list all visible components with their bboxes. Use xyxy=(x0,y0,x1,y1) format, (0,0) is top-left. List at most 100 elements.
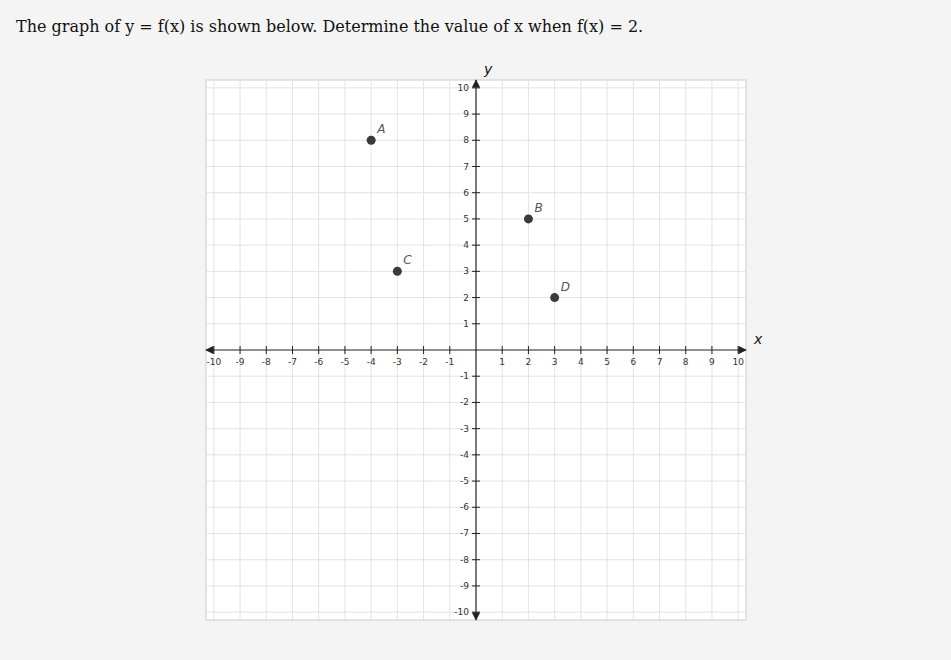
x-tick xyxy=(371,346,372,354)
grid-line xyxy=(292,80,293,620)
grid-line xyxy=(206,612,746,613)
point xyxy=(393,267,402,276)
grid-line xyxy=(711,80,712,620)
grid-line xyxy=(502,80,503,620)
grid-line xyxy=(206,376,746,377)
x-tick xyxy=(580,346,581,354)
grid-line xyxy=(206,166,746,167)
y-tick-label: 1 xyxy=(463,319,469,329)
y-tick-label: 9 xyxy=(463,109,469,119)
grid-line xyxy=(206,218,746,219)
x-tick xyxy=(213,346,214,354)
x-tick xyxy=(502,346,503,354)
grid-line xyxy=(633,80,634,620)
grid-line xyxy=(397,80,398,620)
y-tick xyxy=(472,114,480,115)
grid-line xyxy=(206,585,746,586)
point xyxy=(550,293,559,302)
grid-line xyxy=(206,481,746,482)
x-tick-label: -8 xyxy=(262,357,271,367)
y-axis xyxy=(475,80,476,620)
x-tick-label: -4 xyxy=(367,357,376,367)
x-tick-label: -3 xyxy=(393,357,402,367)
y-tick-label: -9 xyxy=(460,581,469,591)
grid-line xyxy=(206,323,746,324)
y-tick xyxy=(472,533,480,534)
y-tick xyxy=(472,428,480,429)
x-tick-label: -5 xyxy=(340,357,349,367)
x-tick-label: 3 xyxy=(552,357,558,367)
x-tick-label: 10 xyxy=(732,357,744,367)
grid-line xyxy=(206,271,746,272)
grid-line xyxy=(206,245,746,246)
grid-line xyxy=(206,454,746,455)
y-tick xyxy=(472,297,480,298)
point-labels: ABCD xyxy=(376,122,570,293)
x-tick-label: 8 xyxy=(683,357,689,367)
y-tick xyxy=(472,481,480,482)
y-tick-label: 10 xyxy=(458,83,470,93)
point xyxy=(524,214,533,223)
x-tick-label: -2 xyxy=(419,357,428,367)
y-tick-label: -5 xyxy=(460,476,469,486)
x-tick xyxy=(685,346,686,354)
title: The graph of y = f(x) is shown below. De… xyxy=(16,17,643,36)
x-tick-label: 6 xyxy=(630,357,636,367)
x-tick-label: 7 xyxy=(657,357,663,367)
x-tick xyxy=(292,346,293,354)
x-tick-label: -9 xyxy=(236,357,245,367)
x-tick-label: -10 xyxy=(207,357,222,367)
y-tick-label: 4 xyxy=(463,240,469,250)
y-tick xyxy=(472,166,480,167)
point-label: D xyxy=(561,280,570,294)
y-tick xyxy=(472,585,480,586)
grid-line xyxy=(206,402,746,403)
grid-line xyxy=(554,80,555,620)
x-tick xyxy=(528,346,529,354)
point-label: C xyxy=(403,253,412,267)
x-tick xyxy=(423,346,424,354)
x-tick xyxy=(633,346,634,354)
x-tick-label: -7 xyxy=(288,357,297,367)
grid-line xyxy=(206,87,746,88)
grid-line xyxy=(266,80,267,620)
x-tick-label: 2 xyxy=(526,357,532,367)
y-tick-label: 2 xyxy=(463,293,469,303)
x-tick xyxy=(738,346,739,354)
plot-background xyxy=(206,80,746,620)
x-tick-label: 4 xyxy=(578,357,584,367)
y-tick xyxy=(472,507,480,508)
x-tick-label: 9 xyxy=(709,357,715,367)
x-tick xyxy=(318,346,319,354)
x-axis-label: x xyxy=(753,331,763,347)
x-tick xyxy=(397,346,398,354)
y-tick-label: -2 xyxy=(460,397,469,407)
point-label: A xyxy=(376,122,385,136)
y-tick xyxy=(472,612,480,613)
y-tick xyxy=(472,271,480,272)
x-tick xyxy=(711,346,712,354)
y-tick-label: -10 xyxy=(454,607,469,617)
grid-line xyxy=(344,80,345,620)
grid-line xyxy=(423,80,424,620)
grid xyxy=(206,80,746,620)
grid-line xyxy=(580,80,581,620)
grid-line xyxy=(213,80,214,620)
y-tick xyxy=(472,87,480,88)
y-tick-label: 6 xyxy=(463,188,469,198)
grid-line xyxy=(449,80,450,620)
grid-line xyxy=(206,140,746,141)
x-tick-label: -1 xyxy=(445,357,454,367)
y-tick-label: -7 xyxy=(460,528,469,538)
grid-line xyxy=(659,80,660,620)
y-axis-label: y xyxy=(483,61,493,77)
grid-line xyxy=(206,507,746,508)
x-tick xyxy=(607,346,608,354)
grid-line xyxy=(206,114,746,115)
y-tick xyxy=(472,454,480,455)
grid-line xyxy=(528,80,529,620)
grid-line xyxy=(738,80,739,620)
grid-line xyxy=(206,297,746,298)
y-tick xyxy=(472,192,480,193)
points xyxy=(367,136,559,302)
